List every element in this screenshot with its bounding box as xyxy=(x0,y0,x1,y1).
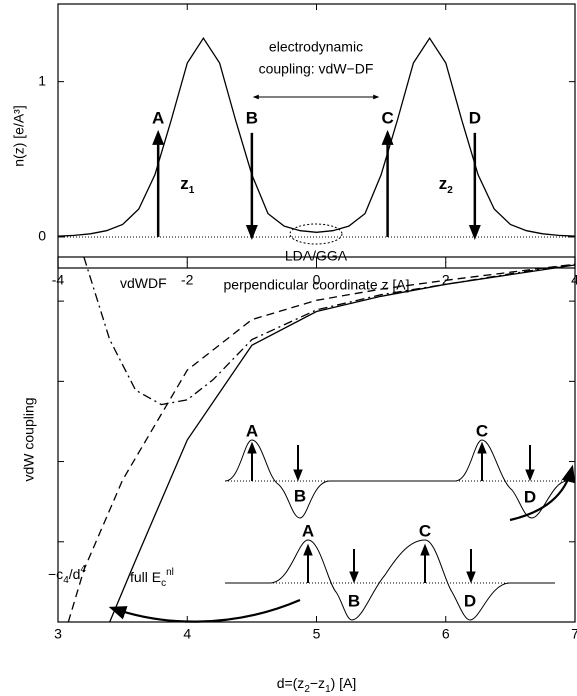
x-tick-label: 0 xyxy=(313,272,321,288)
text-part: z xyxy=(439,174,448,193)
inset-label: D xyxy=(464,591,476,610)
x-tick-label: -4 xyxy=(52,272,65,288)
inset-label: C xyxy=(476,421,488,440)
text-part: 1 xyxy=(189,185,195,196)
text-part: z xyxy=(180,174,189,193)
x-tick-label: 4 xyxy=(571,272,577,288)
text-part: 4 xyxy=(63,575,69,586)
annotation: coupling: vdW−DF xyxy=(259,61,374,77)
inset-label: A xyxy=(246,421,258,440)
text-part: c xyxy=(161,578,166,589)
text-part: full E xyxy=(130,569,161,585)
inset-label: A xyxy=(302,521,314,540)
series-label: vdWDF xyxy=(120,275,167,291)
text-part: −c xyxy=(48,566,63,582)
curve xyxy=(57,37,576,237)
text-part: ) [A] xyxy=(331,675,357,691)
y-axis-label: vdW coupling xyxy=(21,397,37,481)
annotation: LDA/GGA xyxy=(285,248,348,264)
curve xyxy=(67,263,575,622)
y-axis-label: n(z) [e/A³] xyxy=(11,105,27,166)
text-part: −z xyxy=(310,675,325,691)
inset-sketch xyxy=(108,439,576,623)
annotation: electrodynamic xyxy=(269,39,363,55)
x-axis-label: d=(z2−z1) [A] xyxy=(277,675,357,695)
text-part: 2 xyxy=(447,185,453,196)
inset-label: B xyxy=(348,591,360,610)
arrow-label: C xyxy=(381,108,393,127)
text-part: /d xyxy=(69,566,81,582)
x-axis-label: perpendicular coordinate z [A] xyxy=(224,277,410,293)
arrow-label: D xyxy=(469,108,481,127)
text-part: 1 xyxy=(325,684,331,695)
inset-label: C xyxy=(419,521,431,540)
x-tick-label: 4 xyxy=(183,626,191,642)
arrow-label: A xyxy=(152,108,164,127)
y-tick-label: 1 xyxy=(38,72,46,88)
x-tick-label: 3 xyxy=(54,626,62,642)
overlap-region xyxy=(289,223,343,245)
region-label: z1 xyxy=(180,174,195,196)
arrow-label: B xyxy=(246,108,258,127)
text-part: nl xyxy=(166,567,174,578)
inset-label: D xyxy=(524,487,536,506)
y-tick-label: 0 xyxy=(38,228,46,244)
curve xyxy=(83,257,575,406)
text-part: vdWDF xyxy=(120,275,167,291)
x-tick-label: 7 xyxy=(571,626,577,642)
series-label: full Ecnl xyxy=(130,567,174,589)
series-label: −c4/d4 xyxy=(48,564,86,586)
text-part: 2 xyxy=(304,684,310,695)
region-label: z2 xyxy=(439,174,454,196)
curve xyxy=(109,264,575,622)
x-tick-label: -2 xyxy=(181,272,194,288)
inset-label: B xyxy=(294,486,306,505)
text-part: d=(z xyxy=(277,675,305,691)
text-part: 4 xyxy=(80,564,86,575)
x-tick-label: 5 xyxy=(313,626,321,642)
x-tick-label: 6 xyxy=(442,626,450,642)
